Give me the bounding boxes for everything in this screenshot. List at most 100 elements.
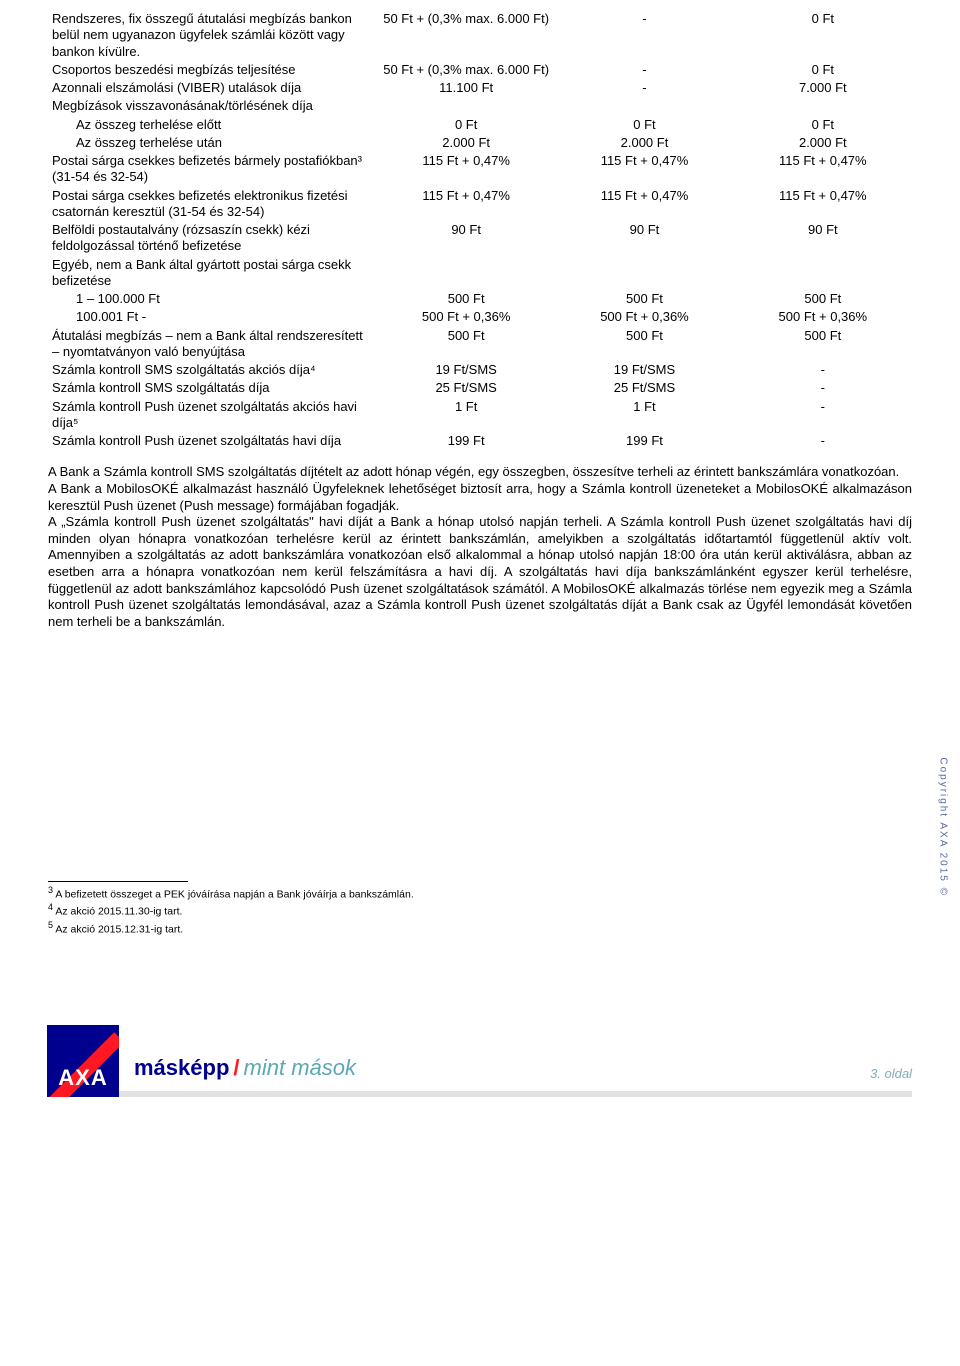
row-description: Postai sárga csekkes befizetés elektroni… bbox=[48, 187, 377, 222]
table-row: Belföldi postautalvány (rózsaszín csekk)… bbox=[48, 221, 912, 256]
row-value: 19 Ft/SMS bbox=[555, 361, 733, 379]
row-value: 1 Ft bbox=[377, 398, 555, 433]
row-value: 0 Ft bbox=[734, 10, 912, 61]
footnote: 4 Az akció 2015.11.30-ig tart. bbox=[48, 901, 912, 919]
row-value: 1 Ft bbox=[555, 398, 733, 433]
page-number: 3. oldal bbox=[870, 1066, 912, 1081]
row-value bbox=[377, 256, 555, 291]
row-value bbox=[555, 256, 733, 291]
logo-text: AXA bbox=[47, 1065, 119, 1091]
footnotes: 3 A befizetett összeget a PEK jóváírása … bbox=[48, 881, 912, 937]
paragraph: A Bank a MobilosOKÉ alkalmazást használó… bbox=[48, 481, 912, 514]
slogan-bold: másképp bbox=[134, 1055, 229, 1080]
row-value: 199 Ft bbox=[555, 432, 733, 450]
row-value: 11.100 Ft bbox=[377, 79, 555, 97]
row-description: Az összeg terhelése előtt bbox=[48, 116, 377, 134]
row-value: 500 Ft + 0,36% bbox=[377, 308, 555, 326]
row-value: 25 Ft/SMS bbox=[377, 379, 555, 397]
row-value: 500 Ft bbox=[734, 290, 912, 308]
paragraph: A „Számla kontroll Push üzenet szolgálta… bbox=[48, 514, 912, 630]
row-value: 500 Ft bbox=[734, 327, 912, 362]
slogan: másképp/mint mások bbox=[134, 1055, 356, 1081]
page-content: Rendszeres, fix összegű átutalási megbíz… bbox=[0, 0, 960, 1037]
footnote: 3 A befizetett összeget a PEK jóváírása … bbox=[48, 884, 912, 902]
table-row: Számla kontroll SMS szolgáltatás díja25 … bbox=[48, 379, 912, 397]
row-value: 199 Ft bbox=[377, 432, 555, 450]
table-row: Az összeg terhelése előtt0 Ft0 Ft0 Ft bbox=[48, 116, 912, 134]
table-row: Megbízások visszavonásának/törlésének dí… bbox=[48, 97, 912, 115]
row-description: Számla kontroll SMS szolgáltatás akciós … bbox=[48, 361, 377, 379]
row-value: 90 Ft bbox=[555, 221, 733, 256]
row-value: - bbox=[555, 79, 733, 97]
axa-logo: AXA bbox=[47, 1025, 119, 1097]
row-value: 115 Ft + 0,47% bbox=[555, 187, 733, 222]
row-value bbox=[377, 97, 555, 115]
slogan-italic: mint mások bbox=[244, 1055, 356, 1080]
footnote: 5 Az akció 2015.12.31-ig tart. bbox=[48, 919, 912, 937]
row-value: 115 Ft + 0,47% bbox=[377, 187, 555, 222]
row-value bbox=[734, 256, 912, 291]
table-row: Az összeg terhelése után2.000 Ft2.000 Ft… bbox=[48, 134, 912, 152]
row-description: Átutalási megbízás – nem a Bank által re… bbox=[48, 327, 377, 362]
row-value: 500 Ft bbox=[555, 327, 733, 362]
row-description: Azonnali elszámolási (VIBER) utalások dí… bbox=[48, 79, 377, 97]
row-value: 500 Ft bbox=[555, 290, 733, 308]
row-value: 115 Ft + 0,47% bbox=[734, 152, 912, 187]
row-description: Számla kontroll Push üzenet szolgáltatás… bbox=[48, 398, 377, 433]
row-description: 100.001 Ft - bbox=[48, 308, 377, 326]
row-value: 2.000 Ft bbox=[377, 134, 555, 152]
row-value: 0 Ft bbox=[734, 61, 912, 79]
row-description: Számla kontroll SMS szolgáltatás díja bbox=[48, 379, 377, 397]
row-value: 500 Ft + 0,36% bbox=[555, 308, 733, 326]
table-row: Átutalási megbízás – nem a Bank által re… bbox=[48, 327, 912, 362]
row-value: - bbox=[734, 361, 912, 379]
table-row: Számla kontroll Push üzenet szolgáltatás… bbox=[48, 398, 912, 433]
row-value: 25 Ft/SMS bbox=[555, 379, 733, 397]
row-value: 90 Ft bbox=[377, 221, 555, 256]
row-value: - bbox=[734, 379, 912, 397]
row-description: 1 – 100.000 Ft bbox=[48, 290, 377, 308]
table-row: 1 – 100.000 Ft500 Ft500 Ft500 Ft bbox=[48, 290, 912, 308]
row-description: Postai sárga csekkes befizetés bármely p… bbox=[48, 152, 377, 187]
row-value: 500 Ft + 0,36% bbox=[734, 308, 912, 326]
row-value: 2.000 Ft bbox=[555, 134, 733, 152]
row-value: 19 Ft/SMS bbox=[377, 361, 555, 379]
row-description: Belföldi postautalvány (rózsaszín csekk)… bbox=[48, 221, 377, 256]
table-row: Csoportos beszedési megbízás teljesítése… bbox=[48, 61, 912, 79]
row-value: 115 Ft + 0,47% bbox=[734, 187, 912, 222]
row-value: 0 Ft bbox=[377, 116, 555, 134]
page-footer: AXA másképp/mint mások 3. oldal bbox=[48, 1037, 912, 1097]
row-value: 7.000 Ft bbox=[734, 79, 912, 97]
row-description: Megbízások visszavonásának/törlésének dí… bbox=[48, 97, 377, 115]
row-value: 115 Ft + 0,47% bbox=[377, 152, 555, 187]
row-value: 0 Ft bbox=[734, 116, 912, 134]
row-description: Rendszeres, fix összegű átutalási megbíz… bbox=[48, 10, 377, 61]
table-row: Számla kontroll SMS szolgáltatás akciós … bbox=[48, 361, 912, 379]
row-value: - bbox=[734, 432, 912, 450]
paragraph: A Bank a Számla kontroll SMS szolgáltatá… bbox=[48, 464, 912, 481]
row-value: - bbox=[734, 398, 912, 433]
row-value: 500 Ft bbox=[377, 327, 555, 362]
row-value: 50 Ft + (0,3% max. 6.000 Ft) bbox=[377, 10, 555, 61]
table-row: Rendszeres, fix összegű átutalási megbíz… bbox=[48, 10, 912, 61]
fee-table: Rendszeres, fix összegű átutalási megbíz… bbox=[48, 10, 912, 450]
table-row: 100.001 Ft -500 Ft + 0,36%500 Ft + 0,36%… bbox=[48, 308, 912, 326]
table-row: Számla kontroll Push üzenet szolgáltatás… bbox=[48, 432, 912, 450]
table-row: Egyéb, nem a Bank által gyártott postai … bbox=[48, 256, 912, 291]
row-value: - bbox=[555, 10, 733, 61]
row-value bbox=[555, 97, 733, 115]
row-description: Egyéb, nem a Bank által gyártott postai … bbox=[48, 256, 377, 291]
table-row: Postai sárga csekkes befizetés elektroni… bbox=[48, 187, 912, 222]
table-row: Postai sárga csekkes befizetés bármely p… bbox=[48, 152, 912, 187]
row-description: Számla kontroll Push üzenet szolgáltatás… bbox=[48, 432, 377, 450]
table-row: Azonnali elszámolási (VIBER) utalások dí… bbox=[48, 79, 912, 97]
row-value: 115 Ft + 0,47% bbox=[555, 152, 733, 187]
row-value: 50 Ft + (0,3% max. 6.000 Ft) bbox=[377, 61, 555, 79]
copyright-vertical: Copyright AXA 2015 © bbox=[938, 757, 949, 897]
row-value: 2.000 Ft bbox=[734, 134, 912, 152]
row-value: 90 Ft bbox=[734, 221, 912, 256]
row-description: Csoportos beszedési megbízás teljesítése bbox=[48, 61, 377, 79]
row-value: 0 Ft bbox=[555, 116, 733, 134]
row-value bbox=[734, 97, 912, 115]
row-value: - bbox=[555, 61, 733, 79]
